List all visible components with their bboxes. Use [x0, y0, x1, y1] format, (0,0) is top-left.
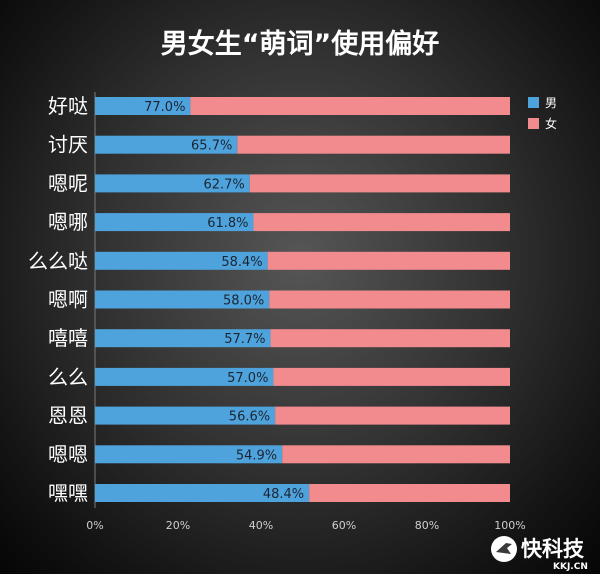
bar-male [95, 97, 191, 115]
legend: 男女 [528, 96, 557, 131]
category-label: 讨厌 [48, 133, 88, 157]
data-label: 58.4% [221, 255, 262, 270]
bar-male [95, 135, 238, 154]
legend-swatch [528, 118, 539, 129]
category-label: 嗯嗯 [48, 442, 88, 466]
bar-male [95, 329, 271, 348]
data-label: 48.4% [263, 487, 304, 502]
watermark-bird-shape [496, 543, 512, 554]
bar-male [95, 484, 310, 502]
data-label: 57.7% [224, 332, 265, 347]
category-label: 嗯啊 [48, 288, 88, 312]
x-tick-label: 20% [166, 519, 190, 532]
bar-male [95, 174, 250, 193]
category-label: 恩恩 [48, 404, 88, 428]
bar-male [95, 367, 274, 386]
bar-female [267, 251, 510, 270]
bar-female [249, 174, 511, 193]
bar-male [95, 251, 268, 270]
bar-female [273, 367, 510, 386]
data-label: 58.0% [223, 294, 264, 309]
data-label: 61.8% [207, 216, 248, 231]
bars-group: 好哒 77.0% 讨厌 65.7% 嗯呢 62.7% 嗯哪 61.8% 么么哒 58.4% 嗯啊 58… [28, 92, 511, 508]
bar-female [269, 290, 510, 309]
data-label: 57.0% [227, 371, 268, 386]
watermark-brand: 快科技 [521, 537, 585, 561]
bar-female [270, 329, 510, 348]
bar-male [95, 213, 254, 232]
bar-male [95, 445, 283, 464]
legend-swatch [528, 97, 539, 108]
category-label: 嘻嘻 [48, 326, 88, 350]
category-label: 好哒 [48, 94, 88, 118]
category-label: 嘿嘿 [48, 481, 88, 505]
bar-male [95, 406, 276, 425]
bar-female [309, 484, 510, 502]
category-label: 嗯哪 [48, 210, 88, 234]
x-tick-label: 100% [494, 519, 525, 532]
bar-female [275, 406, 510, 425]
x-axis-ticks: 0% 20% 40% 60% 80% 100% [86, 519, 525, 532]
bar-female [253, 213, 510, 232]
bar-female [190, 97, 510, 115]
bar-female [282, 445, 510, 464]
legend-label: 女 [545, 116, 557, 131]
data-label: 56.6% [229, 410, 270, 425]
chart-title: 男女生“萌词”使用偏好 [161, 28, 440, 60]
data-label: 62.7% [203, 177, 244, 192]
x-tick-label: 40% [249, 519, 273, 532]
category-label: 么么哒 [28, 249, 88, 273]
legend-label: 男 [545, 96, 557, 110]
x-tick-label: 80% [415, 519, 439, 532]
data-label: 54.9% [236, 448, 277, 463]
category-label: 嗯呢 [48, 171, 88, 195]
bar-female [237, 135, 510, 154]
data-label: 77.0% [144, 100, 185, 115]
x-tick-label: 60% [332, 519, 356, 532]
data-label: 65.7% [191, 139, 232, 154]
bar-male [95, 290, 270, 309]
category-label: 么么 [48, 365, 88, 389]
watermark-logo: 快科技 KKJ.CN [491, 536, 588, 572]
x-tick-label: 0% [86, 519, 103, 532]
watermark-domain: KKJ.CN [553, 562, 588, 572]
